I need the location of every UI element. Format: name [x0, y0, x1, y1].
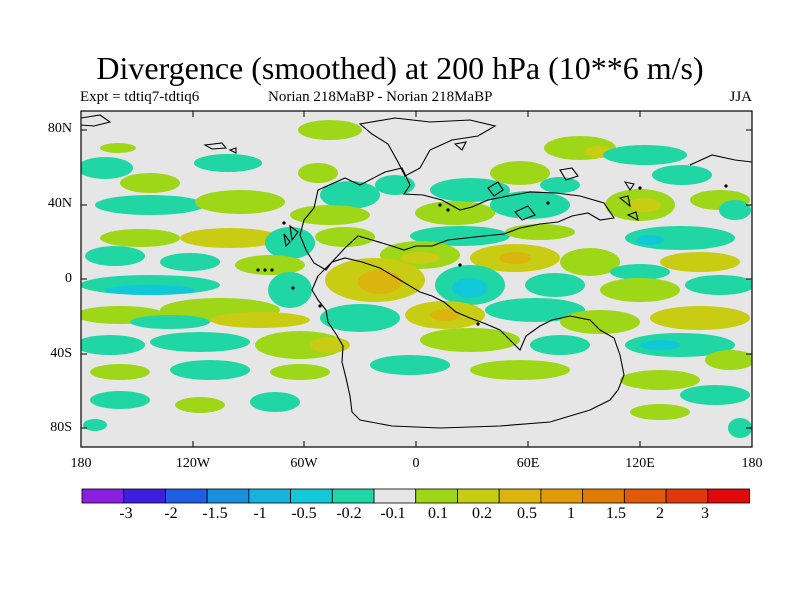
island-dots	[256, 184, 728, 326]
colorbar-label: 0.1	[428, 505, 448, 522]
colorbar-label: -0.5	[291, 505, 317, 522]
colorbar-swatch	[665, 488, 709, 504]
season-label: JJA	[729, 89, 752, 105]
colorbar-label: -1	[253, 505, 267, 522]
lat-label-40n: 40N	[47, 196, 72, 211]
period-label: Norian 218MaBP - Norian 218MaBP	[268, 89, 493, 105]
lon-label-0: 0	[412, 456, 420, 471]
experiment-label: Expt = tdtiq7-tdtiq6	[80, 89, 200, 105]
lon-ticks	[192, 111, 641, 447]
divergence-field	[81, 120, 752, 438]
coastlines	[81, 114, 752, 429]
colorbar-label: -2	[164, 505, 178, 522]
colorbar-swatch	[123, 488, 166, 504]
lat-label-80s: 80S	[50, 420, 72, 435]
colorbar-swatch	[373, 488, 417, 504]
lon-label-180e: 180	[741, 456, 763, 471]
colorbar-swatch	[623, 488, 667, 504]
colorbar-label: -3	[119, 505, 133, 522]
colorbar-swatch	[457, 488, 500, 504]
colorbar-swatch	[707, 488, 750, 504]
colorbar-label: 1	[567, 505, 575, 522]
colorbar-label: 0.5	[517, 505, 537, 522]
colorbar-swatch	[290, 488, 333, 504]
colorbar-label: -1.5	[202, 505, 228, 522]
lat-label-80n: 80N	[47, 121, 72, 136]
colorbar-swatch	[81, 488, 125, 504]
colorbar-label: -0.2	[336, 505, 362, 522]
colorbar-swatch	[415, 488, 458, 504]
colorbar	[81, 488, 750, 504]
colorbar-swatch	[331, 488, 375, 504]
lon-label-120e: 120E	[625, 456, 655, 471]
lat-ticks	[81, 129, 752, 429]
lat-label-0: 0	[65, 271, 72, 286]
lon-label-120w: 120W	[175, 456, 211, 471]
lon-label-180w: 180	[70, 456, 92, 471]
chart-title: Divergence (smoothed) at 200 hPa (10**6 …	[96, 50, 704, 86]
colorbar-swatch	[248, 488, 292, 504]
colorbar-swatch	[498, 488, 542, 504]
lon-label-60e: 60E	[516, 456, 540, 471]
colorbar-swatch	[165, 488, 208, 504]
colorbar-swatch	[582, 488, 625, 504]
lat-label-40s: 40S	[50, 346, 72, 361]
colorbar-label: -0.1	[380, 505, 406, 522]
colorbar-swatch	[206, 488, 250, 504]
colorbar-swatch	[540, 488, 584, 504]
colorbar-label: 1.5	[606, 505, 626, 522]
lon-label-60w: 60W	[290, 456, 318, 471]
colorbar-label: 2	[656, 505, 664, 522]
colorbar-label: 0.2	[472, 505, 492, 522]
colorbar-label: 3	[701, 505, 709, 522]
